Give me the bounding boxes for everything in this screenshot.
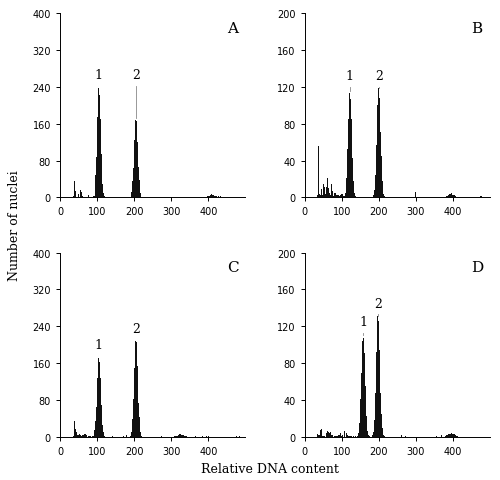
Text: 2: 2 [132,322,140,335]
Text: Relative DNA content: Relative DNA content [201,462,339,475]
Text: 2: 2 [132,69,140,82]
Text: 1: 1 [359,315,367,328]
Text: 2: 2 [374,297,382,310]
Text: D: D [472,261,484,275]
Text: A: A [227,22,238,36]
Text: B: B [472,22,482,36]
Text: 2: 2 [375,70,382,83]
Text: Number of nuclei: Number of nuclei [8,170,20,281]
Text: 1: 1 [95,338,103,351]
Text: C: C [227,261,238,275]
Text: 1: 1 [346,70,354,83]
Text: 1: 1 [95,69,103,82]
